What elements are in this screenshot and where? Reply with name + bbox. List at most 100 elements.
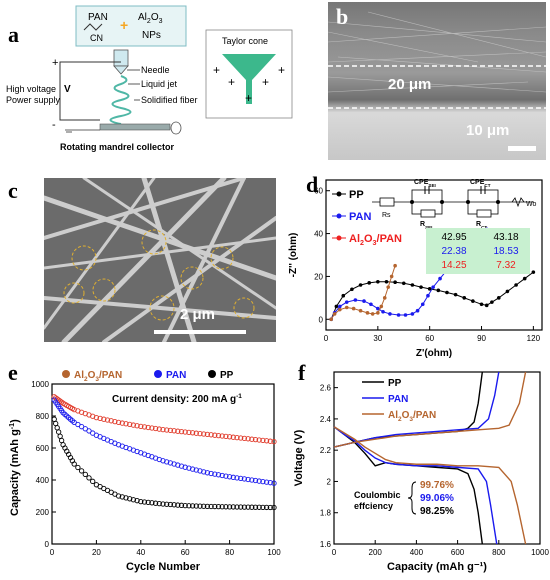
data-point bbox=[175, 462, 181, 468]
data-point bbox=[267, 480, 273, 486]
data-point bbox=[344, 300, 349, 304]
panel-label-a: a bbox=[8, 22, 19, 47]
data-point bbox=[245, 504, 251, 510]
data-point bbox=[358, 308, 363, 313]
data-point bbox=[54, 425, 60, 431]
data-point bbox=[58, 437, 65, 444]
data-point bbox=[160, 458, 166, 464]
x-tick-label: 0 bbox=[324, 334, 329, 343]
circuit-node bbox=[496, 200, 500, 204]
data-point bbox=[167, 501, 174, 508]
x-tick-label: 90 bbox=[477, 334, 486, 343]
data-point bbox=[219, 504, 225, 510]
data-point bbox=[104, 417, 111, 423]
data-point bbox=[201, 469, 207, 475]
data-point bbox=[420, 302, 425, 307]
legend-label: PAN bbox=[388, 394, 408, 405]
data-point bbox=[193, 503, 199, 509]
y-tick-label: 2.2 bbox=[320, 446, 332, 455]
y-tick-label: 2.6 bbox=[320, 384, 332, 393]
plus-sign: + bbox=[120, 17, 128, 33]
data-point bbox=[256, 437, 262, 443]
data-point bbox=[204, 503, 211, 510]
y-tick-label: 60 bbox=[314, 187, 323, 196]
data-point bbox=[238, 475, 244, 482]
y-tick-label: 1.8 bbox=[320, 509, 332, 518]
panel-label-f: f bbox=[298, 360, 306, 385]
data-point bbox=[427, 287, 432, 291]
needle-icon bbox=[113, 65, 129, 75]
polymer-chain-icon bbox=[83, 23, 103, 31]
hv-label-2: Power supply bbox=[6, 95, 61, 105]
data-point bbox=[127, 496, 133, 502]
data-point bbox=[171, 502, 177, 508]
x-tick-label: 0 bbox=[332, 548, 337, 557]
plot-frame bbox=[333, 371, 541, 545]
data-point bbox=[164, 459, 170, 465]
circuit-wo: Wo bbox=[526, 201, 536, 208]
data-point bbox=[230, 504, 236, 510]
data-point bbox=[141, 499, 148, 505]
minus-terminal: - bbox=[52, 119, 56, 131]
data-point bbox=[119, 420, 125, 426]
current-density-annotation: Current density: 200 mA g-1 bbox=[112, 393, 242, 405]
data-point bbox=[376, 306, 380, 311]
panel-label-d: d bbox=[306, 172, 319, 197]
scale-label: 10 μm bbox=[466, 122, 510, 139]
cone-plus-5: + bbox=[245, 91, 252, 105]
legend-label: PAN bbox=[349, 211, 371, 223]
x-tick-label: 1000 bbox=[531, 548, 549, 557]
data-point bbox=[223, 473, 229, 479]
data-point bbox=[182, 502, 188, 509]
data-point bbox=[134, 498, 140, 504]
legend-label: PAN bbox=[166, 370, 186, 381]
data-point bbox=[353, 298, 358, 302]
precursor-box bbox=[75, 5, 187, 47]
nyquist-plot: 0 30 60 90 120 0 20 40 60 Z'(ohm) -Z'' (ohm) PP PAN A… bbox=[288, 179, 543, 359]
electrospinning-schematic: PAN CN + Al2O3 NPs Needle Liquid jet Sol… bbox=[6, 5, 293, 152]
y-tick-label: 40 bbox=[314, 230, 323, 239]
data-point bbox=[514, 283, 518, 287]
data-point bbox=[193, 430, 199, 436]
data-point bbox=[369, 302, 373, 307]
x-tick-label: 0 bbox=[50, 548, 55, 557]
table-ct-value: 7.32 bbox=[496, 260, 516, 271]
data-point bbox=[245, 476, 251, 483]
data-point bbox=[208, 503, 214, 510]
taylor-cone-icon bbox=[222, 54, 276, 104]
plot-frame bbox=[51, 383, 275, 545]
data-point bbox=[186, 465, 192, 471]
data-point bbox=[241, 476, 248, 482]
data-point bbox=[189, 466, 196, 472]
x-tick-label: 60 bbox=[425, 334, 434, 343]
series-line bbox=[330, 265, 396, 320]
panel-label-c: c bbox=[8, 178, 18, 203]
data-point bbox=[112, 418, 118, 425]
data-point bbox=[175, 428, 181, 434]
data-point bbox=[362, 299, 366, 303]
y-tick-label: 600 bbox=[36, 444, 50, 453]
ce-value: 99.06% bbox=[420, 493, 454, 504]
data-point bbox=[241, 435, 248, 442]
data-point bbox=[108, 418, 114, 424]
data-point bbox=[123, 495, 129, 501]
data-point bbox=[393, 280, 397, 285]
data-point bbox=[263, 479, 270, 485]
data-point bbox=[215, 432, 222, 439]
data-point bbox=[401, 281, 406, 286]
fiber-texture bbox=[328, 11, 546, 151]
data-point bbox=[226, 474, 233, 480]
data-point bbox=[171, 461, 177, 467]
data-point bbox=[223, 433, 229, 440]
y-tick-label: 0 bbox=[319, 315, 324, 324]
voltage-profile-plot: 0 200 400 600 800 1000 1.6 1.8 2 2.2 2.4 2.6 Capacit… bbox=[293, 371, 549, 573]
data-point bbox=[204, 470, 211, 476]
y-axis-label: Capacity (mAh g-1) bbox=[8, 419, 21, 516]
data-point bbox=[152, 425, 159, 432]
data-point bbox=[271, 438, 277, 445]
x-axis-label: Cycle Number bbox=[126, 561, 201, 573]
data-point bbox=[167, 427, 174, 434]
data-point bbox=[219, 433, 225, 439]
ce-value: 98.25% bbox=[420, 506, 454, 517]
rotation-icon bbox=[170, 121, 182, 135]
